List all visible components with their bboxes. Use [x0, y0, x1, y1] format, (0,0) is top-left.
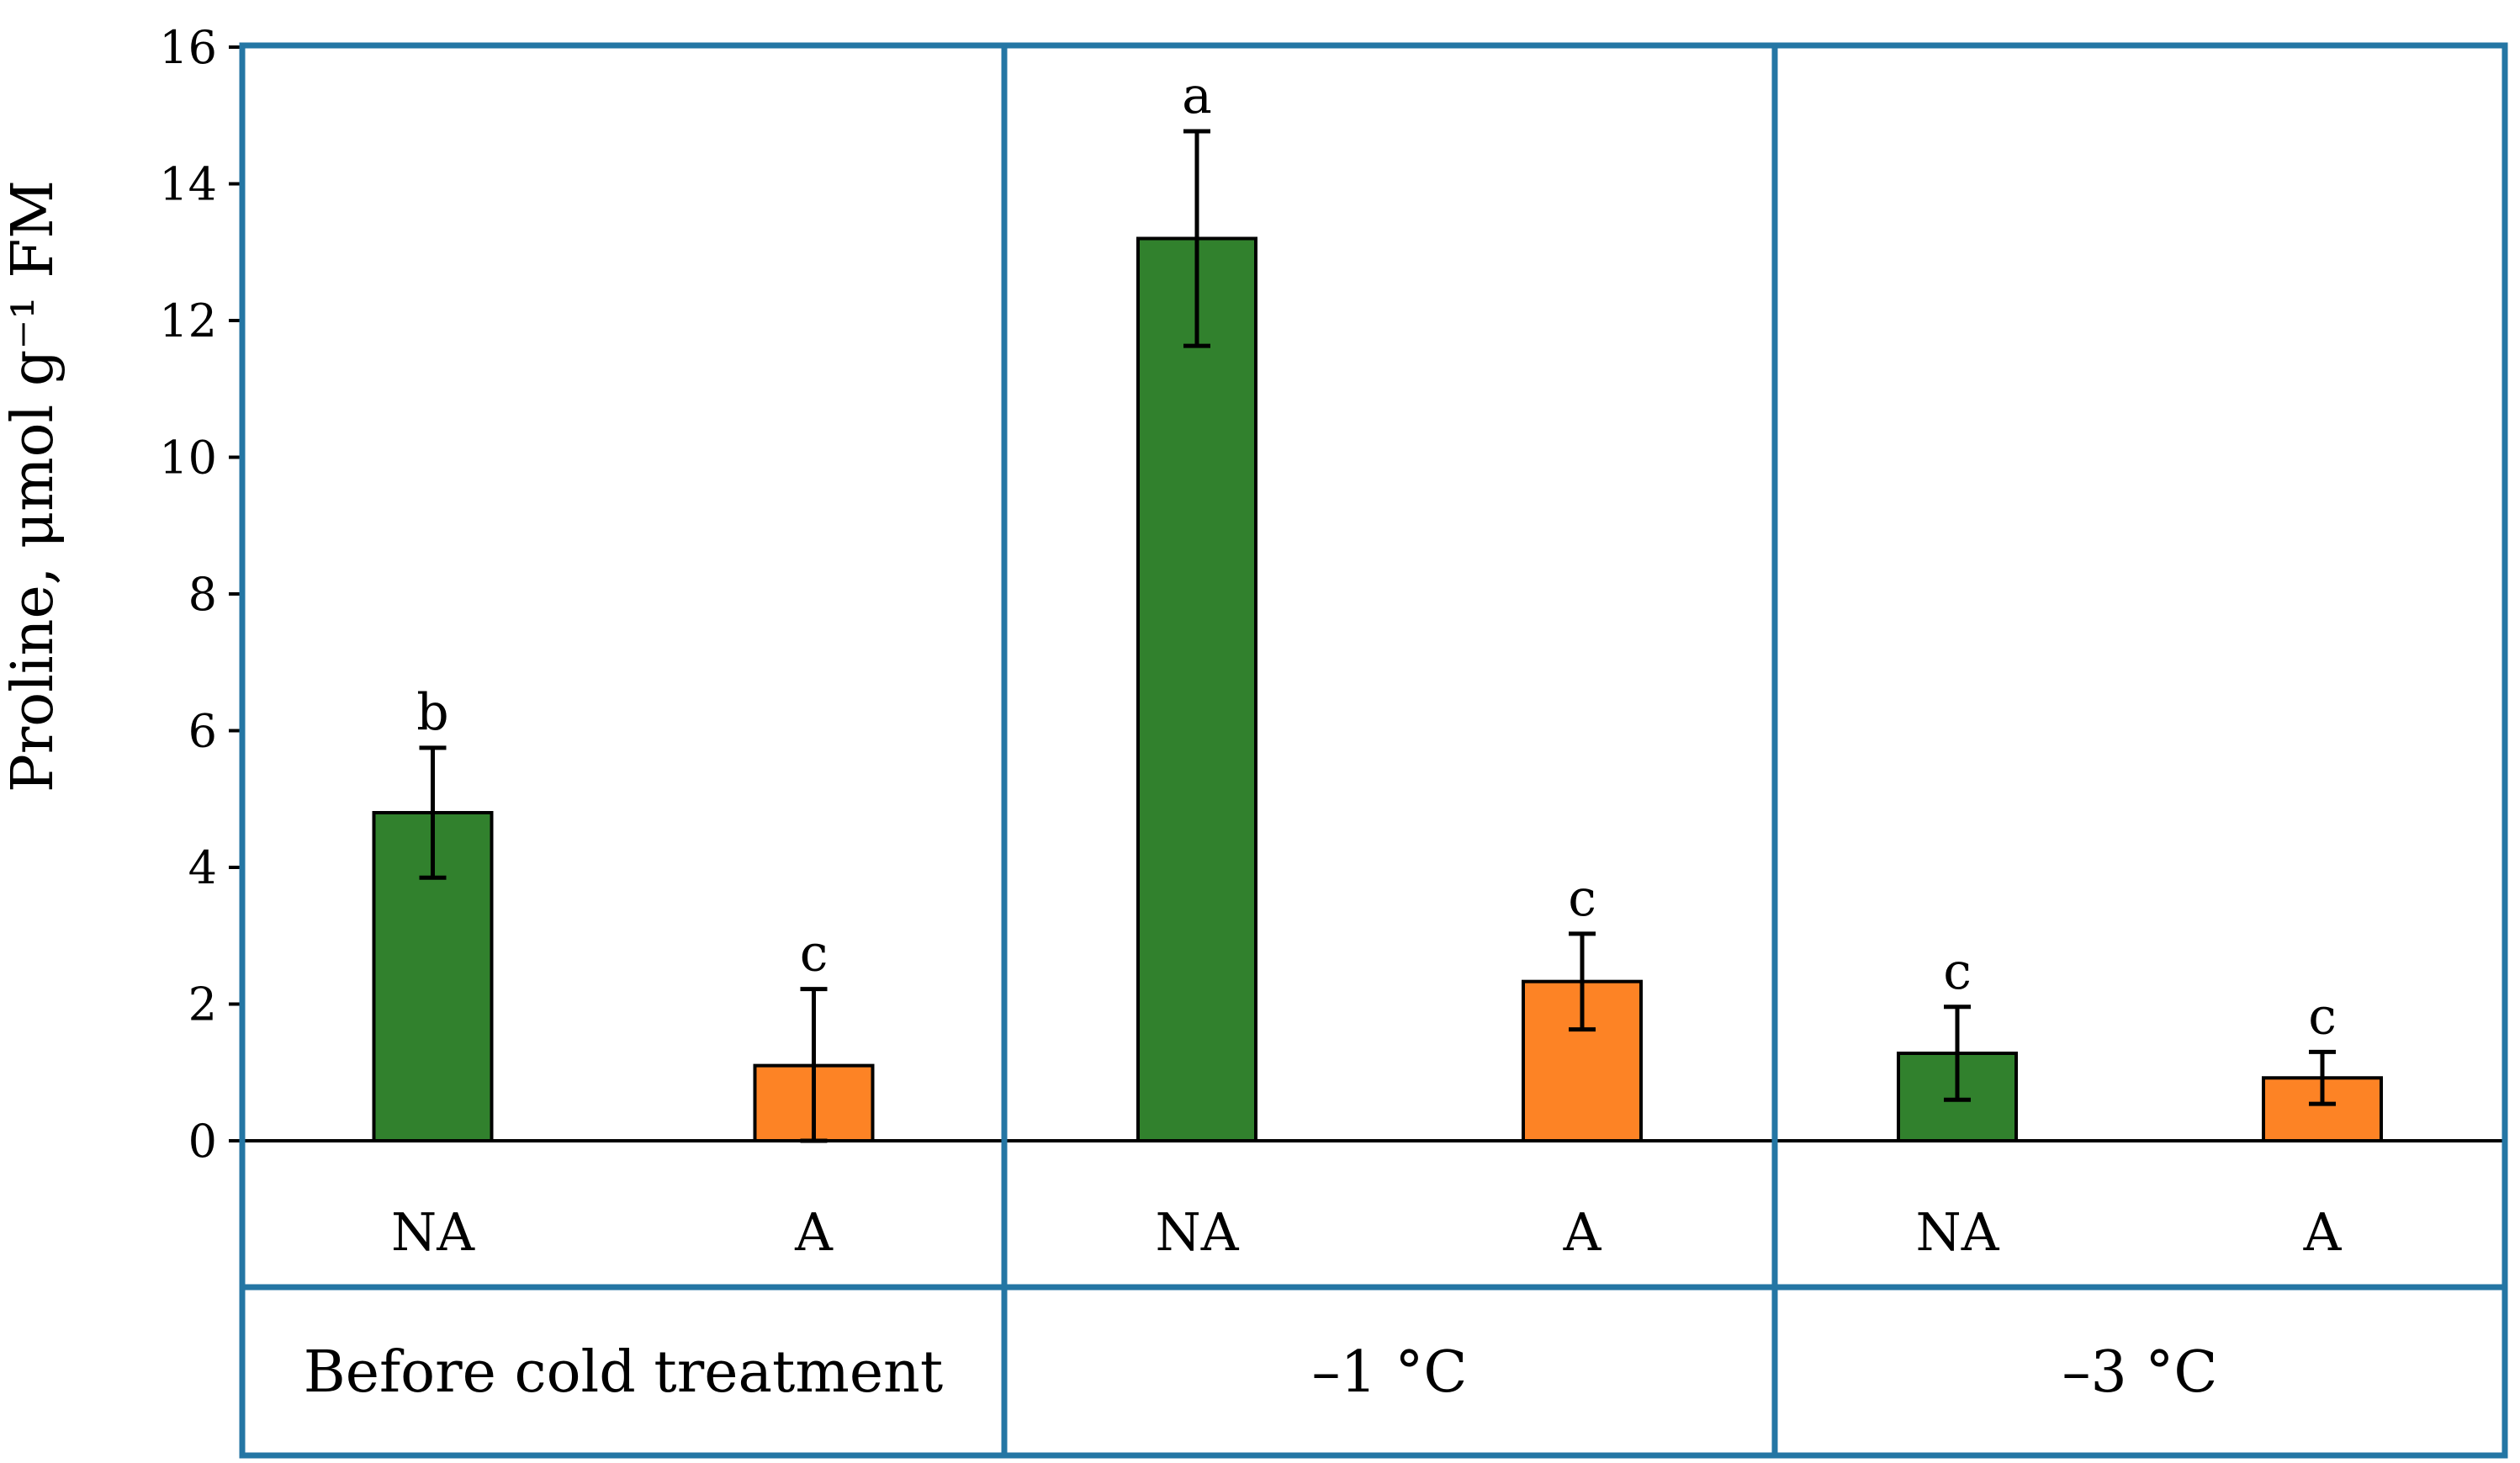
group-panel [1001, 42, 1778, 1291]
group-label: –1 °C [1312, 1339, 1468, 1406]
error-bars [419, 129, 2336, 1143]
significance-letter: b [416, 683, 448, 742]
category-label: A [2303, 1201, 2343, 1263]
y-tick-label: 12 [159, 294, 217, 347]
group-label-box [1771, 1284, 2508, 1459]
category-label: NA [1915, 1201, 1999, 1263]
category-label: A [1563, 1201, 1602, 1263]
significance-letters: b c a c c c [416, 66, 2337, 1046]
significance-letter: a [1182, 66, 1212, 125]
group-panel [239, 42, 1008, 1291]
significance-letter: c [800, 925, 829, 983]
y-tick-label: 8 [188, 568, 217, 621]
category-labels: NA A NA A NA A [391, 1201, 2343, 1263]
group-label: Before cold treatment [304, 1339, 943, 1406]
y-tick-label: 10 [159, 432, 217, 485]
group-label: –3 °C [2062, 1339, 2218, 1406]
y-tick-label: 16 [159, 21, 217, 74]
y-tick-label: 2 [188, 978, 217, 1031]
group-panel [1771, 42, 2508, 1291]
bars [372, 236, 2383, 1142]
category-label: A [794, 1201, 834, 1263]
category-label: NA [1155, 1201, 1239, 1263]
y-axis: 0 2 4 6 8 10 12 14 16 [159, 21, 2505, 1168]
y-tick-label: 14 [159, 158, 217, 211]
y-axis-label: Proline, μmol g⁻¹ FM [0, 180, 66, 792]
group-labels: Before cold treatment –1 °C –3 °C [304, 1339, 2218, 1406]
significance-letter: c [1568, 869, 1596, 928]
significance-letter: c [2308, 987, 2337, 1046]
category-label: NA [391, 1201, 475, 1263]
bar [1136, 236, 1257, 1142]
y-tick-label: 4 [188, 841, 217, 894]
significance-letter: c [1943, 942, 1972, 1001]
group-panels [239, 42, 2508, 1459]
y-tick-label: 6 [188, 705, 217, 758]
y-tick-label: 0 [188, 1115, 217, 1168]
